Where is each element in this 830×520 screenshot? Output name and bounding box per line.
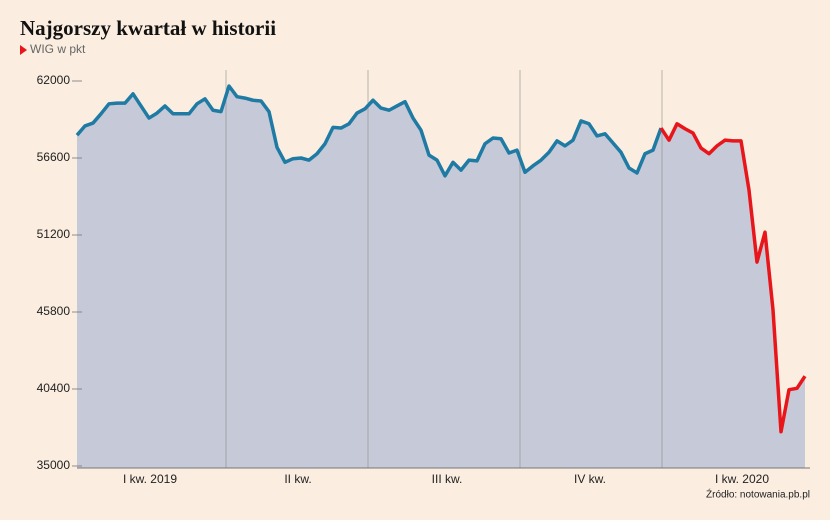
y-tick-label: 56600 (37, 150, 71, 164)
x-tick-label: II kw. (284, 472, 311, 486)
line (659, 122, 807, 434)
y-tick-label: 35000 (37, 458, 71, 472)
y-tick-label: 62000 (37, 73, 71, 87)
subtitle-marker (20, 45, 27, 55)
y-tick-label: 40400 (37, 381, 71, 395)
chart-title: Najgorszy kwartał w historii (20, 16, 276, 40)
x-tick-label: IV kw. (574, 472, 606, 486)
chart-subtitle: WIG w pkt (30, 42, 86, 56)
y-tick-label: 51200 (37, 227, 71, 241)
source: Źródło: notowania.pb.pl (706, 488, 810, 501)
x-tick-label: III kw. (432, 472, 463, 486)
x-tick-label: I kw. 2020 (715, 472, 769, 486)
area (661, 123, 805, 469)
line (75, 84, 663, 178)
x-tick-label: I kw. 2019 (123, 472, 177, 486)
area (77, 85, 661, 469)
y-tick-label: 45800 (37, 304, 71, 318)
